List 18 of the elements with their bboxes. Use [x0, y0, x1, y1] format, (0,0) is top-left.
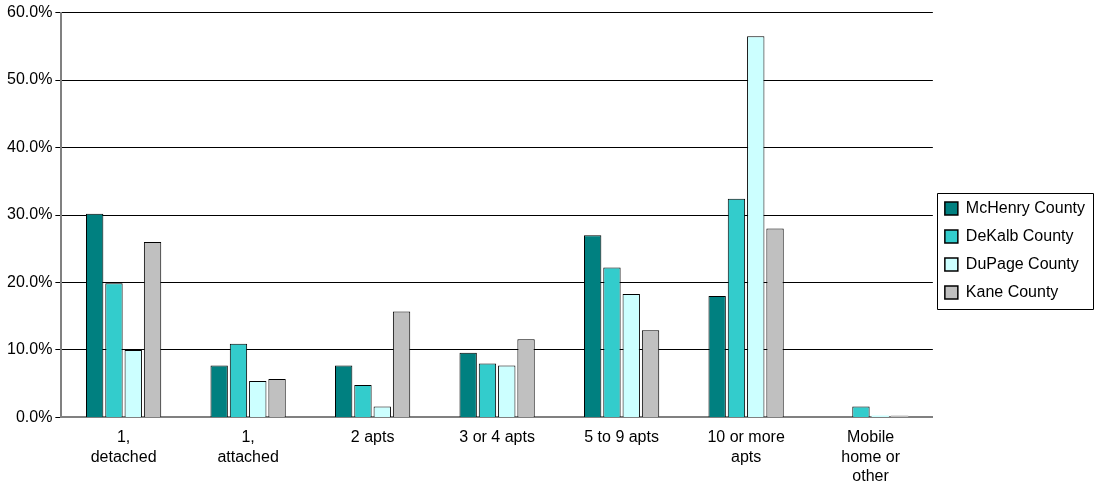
legend-label: McHenry County — [965, 198, 1086, 216]
y-tick-label: 50.0% — [6, 70, 53, 88]
x-tick-label: 2 apts — [350, 428, 395, 446]
y-tick-label: 40.0% — [6, 137, 53, 155]
y-tick-label: 30.0% — [6, 205, 53, 223]
y-tick-label: 10.0% — [6, 340, 53, 358]
y-tick-label: 0.0% — [15, 407, 53, 425]
legend-label: Kane County — [965, 282, 1059, 300]
x-tick-label: Mobile home or other — [841, 428, 901, 484]
x-tick-label: 1, detached — [90, 428, 157, 465]
x-tick-label: 3 or 4 apts — [459, 428, 535, 446]
y-tick-label: 20.0% — [6, 272, 53, 290]
y-tick-label: 60.0% — [6, 3, 53, 21]
legend-label: DuPage County — [965, 254, 1079, 272]
x-tick-label: 10 or more apts — [707, 428, 785, 465]
x-tick-label: 1, attached — [217, 428, 279, 465]
x-tick-label: 5 to 9 apts — [584, 428, 659, 446]
legend-label: DeKalb County — [965, 226, 1074, 244]
